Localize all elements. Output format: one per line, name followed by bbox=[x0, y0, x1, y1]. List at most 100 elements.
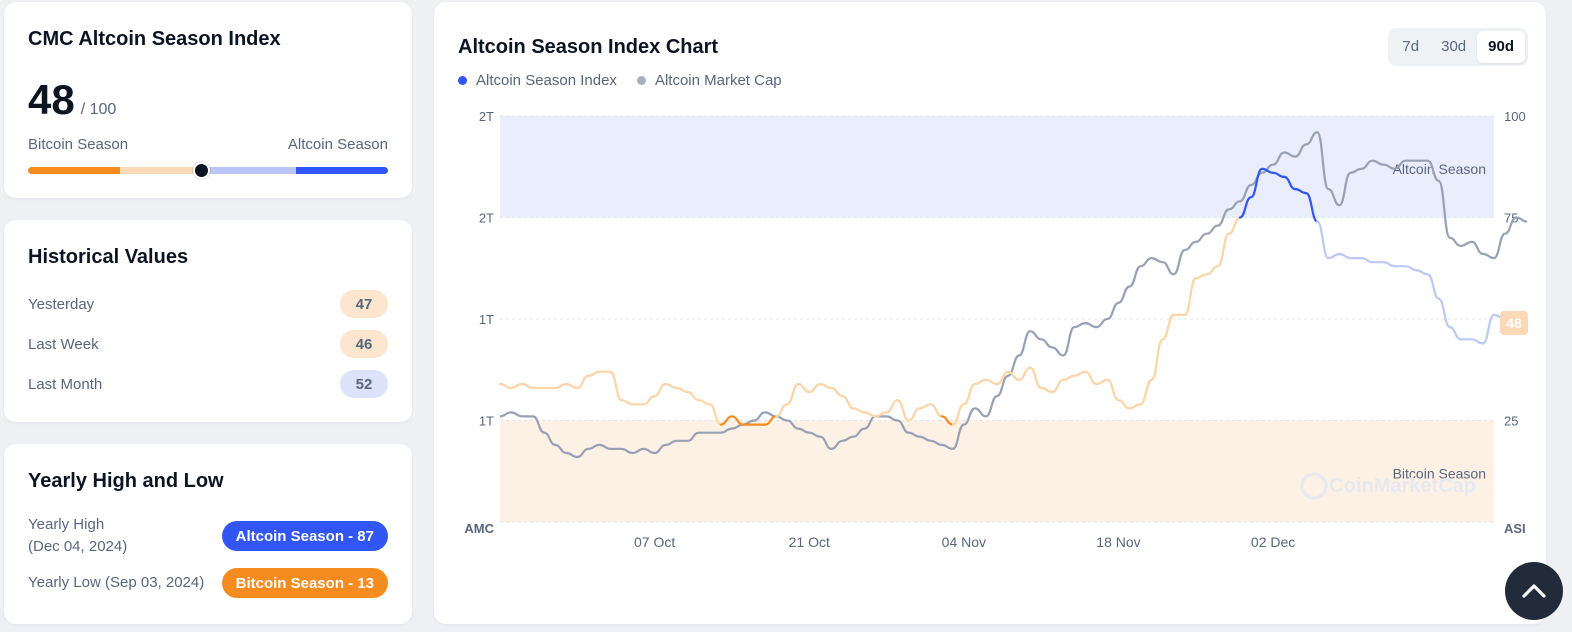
series-index-segment bbox=[1095, 378, 1109, 386]
series-index-segment bbox=[620, 399, 634, 406]
tab-90d[interactable]: 90d bbox=[1477, 31, 1525, 63]
series-index-segment bbox=[1360, 257, 1374, 264]
meter-alt-light-segment bbox=[208, 167, 296, 174]
zone-bitcoin bbox=[500, 420, 1494, 522]
series-index-segment bbox=[1404, 265, 1418, 272]
index-chart[interactable]: Altcoin Season Bitcoin SeasonCoinMarketCa… bbox=[434, 2, 1546, 624]
series-index-segment bbox=[697, 399, 711, 406]
series-index-segment bbox=[940, 415, 954, 426]
tab-30d[interactable]: 30d bbox=[1441, 38, 1467, 55]
series-index-segment bbox=[775, 403, 789, 418]
legend-label-market-cap: Altcoin Market Cap bbox=[654, 72, 782, 89]
series-index-segment bbox=[653, 382, 667, 398]
series-index-segment bbox=[1249, 167, 1264, 199]
watermark: CoinMarketCap bbox=[1329, 475, 1476, 497]
series-index-segment bbox=[642, 395, 656, 406]
right-axis-label: ASI bbox=[1504, 521, 1526, 536]
right-tick-label: 25 bbox=[1504, 414, 1518, 429]
series-index-segment bbox=[1327, 252, 1341, 260]
series-index-segment bbox=[730, 415, 745, 426]
series-market-cap-line bbox=[499, 131, 1528, 459]
series-index-segment bbox=[830, 386, 844, 398]
x-tick-label: 04 Nov bbox=[942, 534, 986, 550]
altcoin-season-label: Altcoin Season bbox=[287, 136, 388, 153]
yearly-high-text: Yearly High bbox=[28, 516, 105, 533]
series-index-segment bbox=[576, 374, 590, 390]
index-score-value: 48 bbox=[28, 76, 75, 123]
right-tick-label: 75 bbox=[1504, 211, 1518, 226]
yearly-low-text: Yearly Low bbox=[28, 574, 101, 591]
index-score-max: / 100 bbox=[80, 101, 117, 118]
bitcoin-season-label: Bitcoin Season bbox=[28, 136, 129, 153]
season-meter bbox=[28, 162, 388, 179]
series-index-segment bbox=[1294, 188, 1308, 195]
index-chart-card: Altcoin Season Bitcoin Season CoinMarketCa… bbox=[434, 2, 1546, 624]
legend-label-index: Altcoin Season Index bbox=[476, 72, 617, 89]
yearly-high-tag: Altcoin Season - 87 bbox=[221, 521, 388, 551]
series-index-segment bbox=[863, 411, 877, 418]
series-index-segment bbox=[907, 407, 921, 422]
yearly-high-label: Yearly High (Dec 04, 2024) bbox=[28, 514, 127, 558]
historical-row-value: 46 bbox=[340, 330, 388, 358]
chart-title: Altcoin Season Index Chart bbox=[458, 36, 719, 58]
series-index-segment bbox=[1316, 220, 1330, 260]
historical-row-last-week: Last Week 46 bbox=[28, 330, 388, 358]
zone-altcoin bbox=[500, 116, 1494, 218]
range-tabs: 7d 30d 90d bbox=[1388, 28, 1528, 66]
yearly-low-date: (Sep 03, 2024) bbox=[105, 574, 205, 591]
historical-row-value: 47 bbox=[340, 290, 388, 318]
series-index-segment bbox=[498, 382, 513, 390]
series-index-segment bbox=[797, 382, 811, 394]
left-tick-label: 2T bbox=[479, 211, 494, 226]
x-tick-label: 18 Nov bbox=[1096, 534, 1140, 550]
series-index-segment bbox=[1415, 269, 1429, 276]
legend-dot-index bbox=[458, 76, 467, 85]
series-index-segment bbox=[1117, 399, 1131, 410]
series-index-segment bbox=[1073, 370, 1087, 377]
series-index-segment bbox=[708, 403, 722, 426]
x-tick-label: 02 Dec bbox=[1251, 534, 1295, 550]
series-index-segment bbox=[1194, 273, 1208, 280]
series-index-segment bbox=[1040, 386, 1054, 394]
index-card-title: CMC Altcoin Season Index bbox=[28, 28, 281, 50]
historical-row-label: Last Month bbox=[28, 375, 103, 393]
series-index-segment bbox=[995, 370, 1010, 386]
historical-values-card: Historical Values Yesterday 47 Last Week… bbox=[4, 220, 412, 422]
left-tick-label: 1T bbox=[479, 414, 494, 429]
series-index-segment bbox=[521, 382, 535, 390]
series-index-segment bbox=[841, 395, 855, 410]
series-index-segment bbox=[609, 370, 623, 402]
legend-dot-market-cap bbox=[636, 76, 646, 85]
series-index-segment bbox=[1150, 338, 1164, 381]
tab-7d[interactable]: 7d bbox=[1402, 38, 1420, 55]
series-index-segment bbox=[786, 382, 800, 406]
left-axis-label: AMC bbox=[464, 521, 494, 536]
yearly-high-low-card: Yearly High and Low Yearly High (Dec 04,… bbox=[4, 444, 412, 624]
left-tick-label: 1T bbox=[479, 312, 494, 327]
series-index-segment bbox=[1448, 326, 1462, 341]
yearly-low-label: Yearly Low (Sep 03, 2024) bbox=[28, 572, 204, 594]
series-index-segment bbox=[1238, 196, 1253, 219]
series-index-segment bbox=[1006, 370, 1021, 381]
series-index-segment bbox=[1437, 297, 1451, 329]
historical-row-last-month: Last Month 52 bbox=[28, 370, 388, 398]
series-index-segment bbox=[1272, 171, 1286, 178]
series-index-segment bbox=[808, 382, 822, 394]
meter-alt-segment bbox=[296, 167, 388, 174]
series-index-segment bbox=[885, 399, 899, 414]
series-index-segment bbox=[973, 378, 988, 386]
legend-item-index[interactable]: Altcoin Season Index bbox=[458, 72, 617, 89]
current-value-label: 48 bbox=[1506, 315, 1522, 331]
meter-btc-light-segment bbox=[120, 167, 208, 174]
current-value-badge bbox=[1500, 311, 1528, 336]
scroll-to-top-button[interactable] bbox=[1505, 562, 1563, 620]
altcoin-index-card: CMC Altcoin Season Index 48 / 100 Bitcoi… bbox=[4, 2, 412, 198]
meter-btc-segment bbox=[28, 167, 120, 174]
series-index-segment bbox=[1084, 370, 1098, 386]
yearly-low-tag: Bitcoin Season - 13 bbox=[221, 568, 388, 598]
series-index-segment bbox=[1161, 313, 1175, 341]
series-index-segment bbox=[962, 382, 976, 406]
series-index-segment bbox=[1029, 366, 1043, 390]
legend-item-market-cap[interactable]: Altcoin Market Cap bbox=[636, 72, 782, 89]
series-index-segment bbox=[1227, 216, 1242, 235]
